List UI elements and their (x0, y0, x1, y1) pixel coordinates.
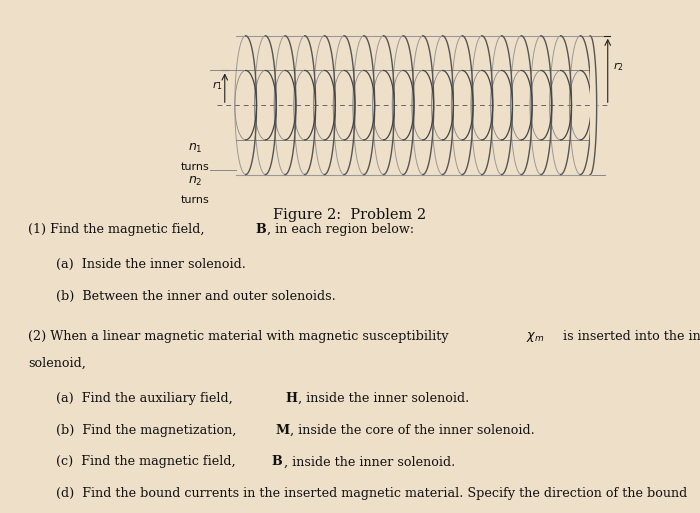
Text: is inserted into the inner: is inserted into the inner (559, 330, 700, 343)
Text: $n_2$: $n_2$ (188, 174, 202, 188)
Text: $r_2$: $r_2$ (613, 61, 624, 73)
Text: , inside the inner solenoid.: , inside the inner solenoid. (284, 456, 456, 468)
Text: (a)  Inside the inner solenoid.: (a) Inside the inner solenoid. (56, 258, 246, 271)
Text: (b)  Find the magnetization,: (b) Find the magnetization, (56, 424, 240, 437)
Text: (a)  Find the auxiliary field,: (a) Find the auxiliary field, (56, 392, 237, 405)
Text: M: M (275, 424, 289, 437)
Text: (c)  Find the magnetic field,: (c) Find the magnetic field, (56, 456, 239, 468)
Text: turns: turns (181, 195, 209, 205)
Text: , in each region below:: , in each region below: (267, 223, 414, 236)
Text: (2) When a linear magnetic material with magnetic susceptibility: (2) When a linear magnetic material with… (28, 330, 453, 343)
Text: $n_1$: $n_1$ (188, 142, 202, 155)
Text: , inside the core of the inner solenoid.: , inside the core of the inner solenoid. (290, 424, 535, 437)
Text: H: H (286, 392, 298, 405)
Text: , inside the inner solenoid.: , inside the inner solenoid. (298, 392, 470, 405)
Text: B: B (272, 456, 282, 468)
Text: (b)  Between the inner and outer solenoids.: (b) Between the inner and outer solenoid… (56, 290, 336, 303)
Text: (d)  Find the bound currents in the inserted magnetic material. Specify the dire: (d) Find the bound currents in the inser… (56, 487, 687, 500)
Text: B: B (256, 223, 266, 236)
Text: Figure 2:  Problem 2: Figure 2: Problem 2 (274, 208, 426, 222)
Text: $r_1$: $r_1$ (212, 80, 223, 92)
Text: $\chi_m$: $\chi_m$ (526, 330, 545, 344)
Text: solenoid,: solenoid, (28, 357, 86, 370)
Text: turns: turns (181, 162, 209, 172)
Text: (1) Find the magnetic field,: (1) Find the magnetic field, (28, 223, 209, 236)
